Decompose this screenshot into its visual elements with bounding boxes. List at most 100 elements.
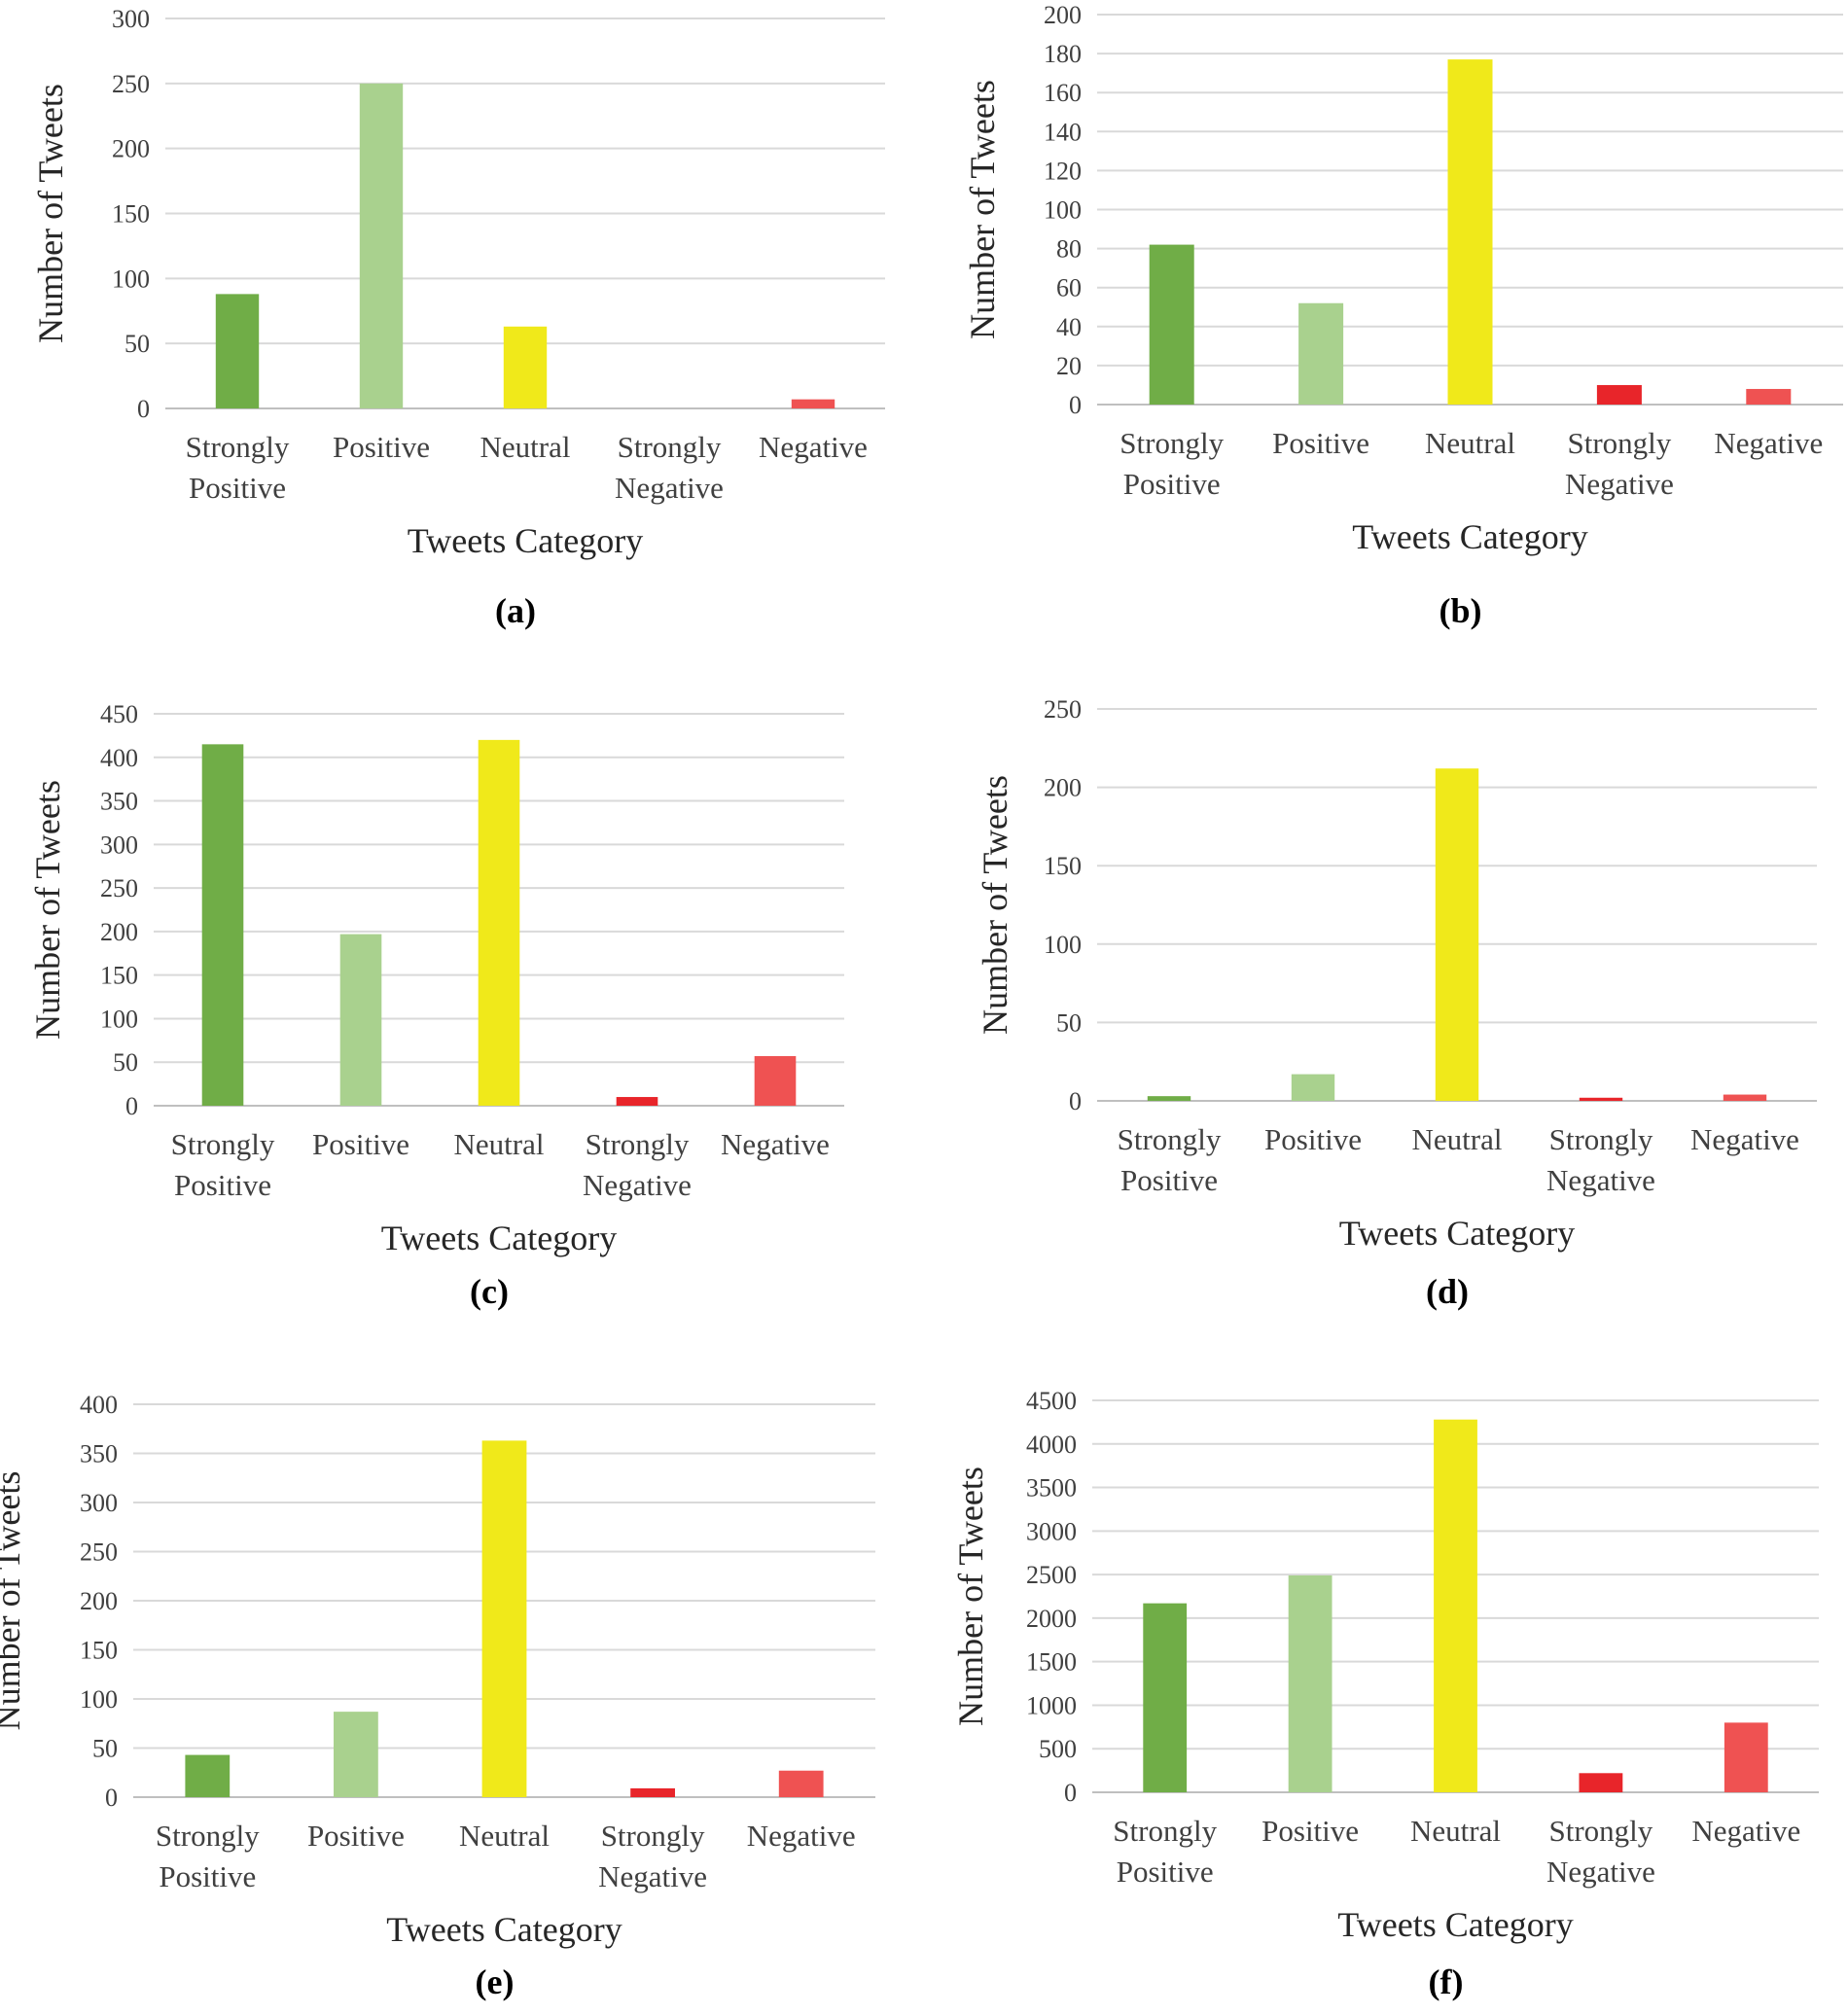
y-tick-label-f-3500: 3500	[1026, 1474, 1077, 1502]
x-tick-label-f-3-1: Negative	[1546, 1855, 1655, 1889]
y-tick-label-e-250: 250	[80, 1538, 118, 1567]
y-tick-label-a-300: 300	[112, 5, 150, 33]
y-tick-label-f-1500: 1500	[1026, 1648, 1077, 1677]
x-tick-label-c-0-0: Strongly	[171, 1127, 275, 1161]
y-tick-label-e-0: 0	[105, 1784, 118, 1812]
y-tick-label-e-50: 50	[92, 1735, 118, 1763]
bar-c-1	[339, 934, 382, 1106]
panel-label-c: (c)	[470, 1272, 509, 1311]
x-tick-label-a-2-0: Neutral	[480, 430, 571, 464]
x-tick-label-a-3-1: Negative	[615, 471, 724, 505]
bar-a-0	[215, 294, 260, 408]
y-axis-title-d: Number of Tweets	[976, 775, 1014, 1035]
y-tick-label-d-0: 0	[1069, 1087, 1082, 1115]
x-tick-label-b-0-0: Strongly	[1119, 426, 1224, 460]
bar-d-1	[1291, 1074, 1335, 1101]
x-tick-label-a-1-0: Positive	[333, 430, 430, 464]
chart-d: 0 50 100 150 200 250 Strongly Positive Positive N…	[976, 695, 1817, 1311]
x-tick-label-b-2-0: Neutral	[1425, 426, 1515, 460]
bar-e-1	[334, 1712, 378, 1797]
x-axis-title-c: Tweets Category	[381, 1219, 617, 1257]
x-tick-label-b-3-1: Negative	[1565, 467, 1674, 501]
x-tick-label-f-1-0: Positive	[1262, 1814, 1359, 1848]
x-tick-label-d-3-1: Negative	[1546, 1163, 1655, 1197]
y-tick-label-c-400: 400	[100, 744, 138, 772]
x-tick-label-b-0-1: Positive	[1123, 467, 1221, 501]
y-tick-label-f-4500: 4500	[1026, 1387, 1077, 1415]
y-tick-label-e-200: 200	[80, 1587, 118, 1615]
bar-e-2	[481, 1440, 527, 1797]
x-axis-title-f: Tweets Category	[1337, 1905, 1573, 1944]
y-tick-label-e-350: 350	[80, 1440, 118, 1468]
y-tick-label-d-100: 100	[1044, 931, 1082, 959]
bar-f-4	[1724, 1722, 1768, 1792]
y-tick-label-a-100: 100	[112, 265, 150, 293]
chart-c: 0 50 100 150 200 250 300 350 400 450 Strongly Posit…	[28, 700, 844, 1311]
chart-e: 0 50 100 150 200 250 300 350 400 Strongly Positive…	[0, 1391, 875, 2001]
y-tick-label-b-80: 80	[1056, 235, 1082, 264]
x-tick-label-f-3-0: Strongly	[1549, 1814, 1653, 1848]
y-tick-label-c-150: 150	[100, 962, 138, 990]
y-tick-label-c-350: 350	[100, 788, 138, 816]
bar-b-4	[1746, 388, 1792, 405]
y-tick-label-d-50: 50	[1056, 1008, 1082, 1037]
x-tick-label-c-0-1: Positive	[174, 1168, 271, 1202]
x-tick-label-d-2-0: Neutral	[1412, 1122, 1503, 1156]
bar-b-2	[1447, 59, 1493, 406]
bar-f-0	[1143, 1603, 1188, 1792]
y-axis-title-e: Number of Tweets	[0, 1471, 27, 1731]
x-tick-label-d-4-0: Negative	[1690, 1122, 1799, 1156]
bar-d-4	[1723, 1094, 1767, 1101]
panel-label-f: (f)	[1429, 1962, 1464, 2001]
bar-e-4	[778, 1770, 824, 1797]
bar-a-2	[503, 326, 548, 408]
x-tick-label-c-3-1: Negative	[583, 1168, 692, 1202]
x-tick-label-e-2-0: Neutral	[459, 1819, 550, 1853]
y-tick-label-f-3000: 3000	[1026, 1517, 1077, 1545]
x-axis-title-e: Tweets Category	[386, 1910, 622, 1949]
y-tick-label-c-100: 100	[100, 1005, 138, 1033]
y-tick-label-e-150: 150	[80, 1637, 118, 1665]
y-tick-label-c-50: 50	[113, 1048, 138, 1077]
x-tick-label-e-1-0: Positive	[307, 1819, 405, 1853]
bar-f-3	[1579, 1773, 1623, 1792]
bar-c-4	[754, 1055, 797, 1106]
y-tick-label-c-200: 200	[100, 918, 138, 946]
chart-f: 0 500 1000 1500 2000 2500 3000 3500 4000 4500 Stro…	[951, 1387, 1819, 2001]
bar-b-3	[1596, 384, 1642, 405]
y-axis-title-b: Number of Tweets	[963, 80, 1002, 339]
panel-label-d: (d)	[1426, 1272, 1469, 1311]
bar-e-3	[630, 1787, 675, 1797]
bar-c-2	[478, 739, 520, 1106]
y-tick-label-b-20: 20	[1056, 352, 1082, 380]
x-tick-label-d-0-0: Strongly	[1118, 1122, 1222, 1156]
bar-a-1	[359, 83, 404, 408]
chart-a: 0 50 100 150 200 250 300 Strongly Positive Positi…	[31, 5, 885, 630]
x-axis-title-a: Tweets Category	[408, 521, 643, 560]
y-tick-label-f-1000: 1000	[1026, 1691, 1077, 1719]
x-tick-label-f-2-0: Neutral	[1410, 1814, 1501, 1848]
panel-label-e: (e)	[476, 1962, 515, 2001]
x-tick-label-b-4-0: Negative	[1714, 426, 1823, 460]
x-tick-label-a-4-0: Negative	[759, 430, 868, 464]
y-tick-label-f-4000: 4000	[1026, 1431, 1077, 1459]
y-tick-label-b-200: 200	[1044, 1, 1082, 29]
panel-label-a: (a)	[495, 591, 536, 630]
y-axis-title-c: Number of Tweets	[28, 780, 67, 1040]
y-tick-label-b-0: 0	[1069, 391, 1082, 419]
x-tick-label-e-3-1: Negative	[598, 1859, 707, 1893]
x-tick-label-a-0-1: Positive	[189, 471, 286, 505]
x-tick-label-a-0-0: Strongly	[186, 430, 290, 464]
y-tick-label-a-250: 250	[112, 70, 150, 98]
x-tick-label-f-0-1: Positive	[1117, 1855, 1214, 1889]
y-tick-label-a-200: 200	[112, 135, 150, 163]
y-axis-title-a: Number of Tweets	[31, 84, 70, 343]
bar-a-4	[791, 399, 835, 408]
bar-f-2	[1434, 1419, 1477, 1792]
x-tick-label-c-3-0: Strongly	[586, 1127, 690, 1161]
y-tick-label-e-300: 300	[80, 1489, 118, 1517]
y-tick-label-c-450: 450	[100, 700, 138, 728]
y-tick-label-f-0: 0	[1064, 1779, 1077, 1807]
bar-b-1	[1298, 302, 1344, 405]
